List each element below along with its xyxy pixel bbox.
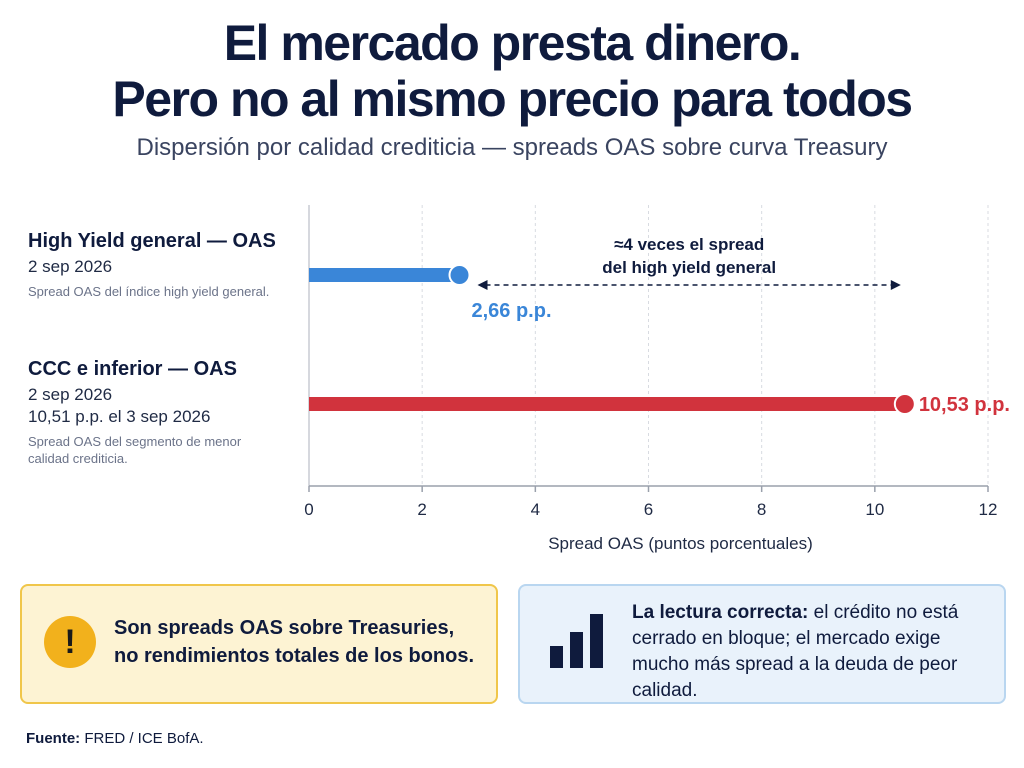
x-tick-labels: 0 2 4 6 8 10 12 (304, 486, 997, 519)
warning-text-line2: no rendimientos totales de los bonos. (114, 645, 475, 667)
row-description: Spread OAS del segmento de menor calidad… (28, 434, 242, 466)
bar (309, 268, 460, 282)
bar-value-label: 2,66 p.p. (471, 300, 551, 322)
row-extra: 10,51 p.p. el 3 sep 2026 (28, 407, 211, 426)
x-tick-label: 6 (644, 500, 653, 519)
row-date: 2 sep 2026 (28, 257, 113, 276)
row-title: CCC e inferior — OAS (28, 358, 237, 380)
source-label: Fuente: (26, 730, 81, 747)
info-text-bold: La lectura correcta: (632, 602, 809, 623)
source-text: FRED / ICE BofA. (84, 730, 204, 747)
arrow-head-left (477, 280, 488, 290)
x-tick-label: 8 (757, 500, 766, 519)
x-tick-label: 2 (417, 500, 426, 519)
warning-text: Son spreads OAS sobre Treasuries, no ren… (114, 614, 484, 670)
x-tick-label: 10 (865, 500, 884, 519)
row-description: Spread OAS del índice high yield general… (28, 284, 270, 299)
x-tick-label: 0 (304, 500, 313, 519)
annotation-line1: ≈4 veces el spread (614, 235, 764, 254)
page-title-line2: Pero no al mismo precio para todos (112, 71, 913, 127)
row-title: High Yield general — OAS (28, 230, 276, 252)
x-tick-label: 12 (979, 500, 998, 519)
info-card: La lectura correcta: el crédito no está … (518, 584, 1006, 704)
bar-chart-icon (550, 614, 603, 668)
arrow-head-right (890, 280, 901, 290)
chart-grid (421, 205, 989, 486)
bar-end-marker (448, 264, 471, 286)
warning-card: ! Son spreads OAS sobre Treasuries, no r… (20, 584, 498, 704)
row-date: 2 sep 2026 (28, 385, 113, 404)
x-tick-label: 4 (531, 500, 540, 519)
x-axis-label: Spread OAS (puntos porcentuales) (548, 534, 813, 553)
page-subtitle: Dispersión por calidad crediticia — spre… (136, 134, 888, 161)
info-text: La lectura correcta: el crédito no está … (632, 600, 992, 704)
source-note: Fuente: FRED / ICE BofA. (26, 730, 204, 747)
bar-end-marker (893, 393, 916, 415)
row-label-ccc: CCC e inferior — OAS 2 sep 2026 10,51 p.… (28, 358, 278, 467)
annotation: ≈4 veces el spread del high yield genera… (477, 235, 901, 290)
bars: 2,66 p.p. 10,53 p.p. (309, 264, 1010, 416)
page-title-line1: El mercado presta dinero. (223, 15, 802, 71)
info-text-body: el crédito no está cerrado en bloque; el… (632, 602, 959, 701)
exclamation-icon: ! (44, 616, 96, 668)
oas-spread-chart: 0 2 4 6 8 10 12 Spread OAS (puntos porcentuale… (304, 205, 1010, 553)
warning-text-line1: Son spreads OAS sobre Treasuries, (114, 617, 455, 639)
bar-value-label: 10,53 p.p. (919, 394, 1010, 416)
bar (309, 397, 905, 411)
row-label-high-yield: High Yield general — OAS 2 sep 2026 Spre… (28, 230, 276, 300)
annotation-line2: del high yield general (602, 258, 776, 277)
